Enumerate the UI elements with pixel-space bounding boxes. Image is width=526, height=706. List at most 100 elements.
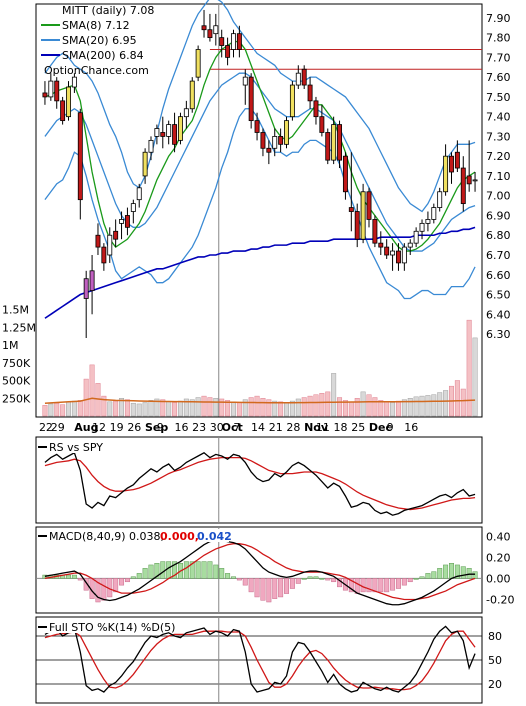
macd-histogram-bar xyxy=(454,564,460,579)
sto-k-line xyxy=(44,625,476,693)
macd-histogram-bar xyxy=(95,578,101,603)
volume-bar xyxy=(307,395,313,417)
macd-histogram-bar xyxy=(460,566,466,579)
volume-bar xyxy=(390,402,396,417)
candle-body xyxy=(472,179,478,182)
candle-body xyxy=(107,234,113,256)
price-tick-label: 6.90 xyxy=(486,209,511,222)
candle-body xyxy=(348,207,354,212)
candle-body xyxy=(207,29,213,39)
candle-body xyxy=(231,33,236,50)
rs-lines xyxy=(44,451,476,516)
volume-bar xyxy=(395,400,401,417)
volume-bar xyxy=(183,398,189,417)
price-tick-label: 7.30 xyxy=(486,130,511,143)
macd-histogram-bar xyxy=(236,578,242,581)
volume-bar xyxy=(107,401,113,417)
volume-bar xyxy=(348,401,354,417)
macd-histogram-bar xyxy=(136,573,142,579)
candle-body xyxy=(366,191,372,220)
macd-histogram-bar xyxy=(431,571,437,579)
macd-histogram-bar xyxy=(66,574,72,579)
volume-bar xyxy=(419,395,425,417)
macd-histogram-bar xyxy=(166,561,172,579)
candle-body xyxy=(360,191,366,240)
macd-histogram-bar xyxy=(325,578,331,581)
candle-body xyxy=(331,124,337,161)
macd-histogram-bar xyxy=(213,564,219,579)
macd-histogram-bar xyxy=(301,578,307,580)
candle-body xyxy=(407,242,413,248)
x-tick-label: 18 xyxy=(334,421,348,434)
volume-average-line xyxy=(44,397,476,404)
volume-bar xyxy=(372,397,378,417)
macd-histogram-bar xyxy=(225,573,231,579)
volume-bar xyxy=(160,399,166,417)
macd-histogram-bar xyxy=(260,578,266,601)
candle-body xyxy=(119,219,125,224)
candle-body xyxy=(337,124,343,161)
macd-histogram-bar xyxy=(254,578,260,598)
price-tick-label: 7.90 xyxy=(486,12,511,25)
candle-body xyxy=(201,25,207,31)
bollinger-lower-line xyxy=(44,108,476,300)
x-tick-label: Nov xyxy=(304,421,329,434)
macd-histogram-bar xyxy=(219,568,225,579)
candle-body xyxy=(225,45,231,58)
price-tick-label: 7.60 xyxy=(486,71,511,84)
volume-bar xyxy=(119,398,125,417)
macd-histogram-bar xyxy=(401,578,407,586)
website-label: OptionChance.com xyxy=(44,64,149,77)
x-tick-label: 7 xyxy=(233,421,240,434)
macd-histogram-bar xyxy=(407,578,413,583)
volume-bar xyxy=(236,402,242,417)
candle-body xyxy=(242,76,248,86)
sto-tick-label: 50 xyxy=(488,654,502,667)
volume-bar xyxy=(319,393,325,417)
candle-body xyxy=(136,187,142,201)
volume-bar xyxy=(325,391,331,417)
volume-bar xyxy=(401,399,407,417)
volume-bar xyxy=(71,400,77,417)
resistance-lines xyxy=(209,48,482,70)
volume-bar xyxy=(272,400,278,417)
volume-bar xyxy=(177,400,183,417)
macd-histogram-bar xyxy=(230,576,236,579)
rs-line xyxy=(44,451,476,516)
candle-body xyxy=(443,155,449,193)
volume-tick-label: 1M xyxy=(2,339,19,352)
macd-histogram-bar xyxy=(242,578,248,586)
macd-histogram-bar xyxy=(101,578,107,601)
x-tick-label: 21 xyxy=(269,421,283,434)
volume-bar xyxy=(295,398,301,417)
macd-histogram-bar xyxy=(278,578,284,598)
macd-histogram-bar xyxy=(172,561,178,579)
candle-body xyxy=(71,76,77,88)
candle-body xyxy=(113,230,119,240)
candle-body xyxy=(354,211,360,240)
macd-histogram-bar xyxy=(448,563,454,579)
volume-bar xyxy=(360,391,366,417)
macd-tick-label: 0.40 xyxy=(486,530,511,543)
volume-bar xyxy=(366,394,372,417)
volume-bar xyxy=(213,398,219,417)
candle-body xyxy=(449,155,454,173)
candle-body xyxy=(166,124,172,137)
x-tick-label: Sep xyxy=(145,421,168,434)
volume-tick-label: 250K xyxy=(2,392,31,405)
price-candles xyxy=(42,9,478,338)
macd-histogram-bar xyxy=(425,573,431,579)
candle-body xyxy=(384,246,390,256)
macd-y-axis: 0.40 0.20 0.00 -0.20 xyxy=(486,530,514,606)
volume-bar xyxy=(260,398,266,417)
macd-histogram-bar xyxy=(437,568,443,579)
price-y-axis: 7.90 7.80 7.70 7.60 7.50 7.40 7.30 7.20 7.10 7.00… xyxy=(486,12,511,341)
volume-bar xyxy=(472,337,478,417)
volume-bar xyxy=(124,399,130,417)
x-tick-label: Oct xyxy=(222,421,243,434)
x-tick-label: 11 xyxy=(316,421,330,434)
candle-body xyxy=(460,167,466,205)
volume-bar xyxy=(284,402,290,417)
candle-body xyxy=(437,191,443,208)
